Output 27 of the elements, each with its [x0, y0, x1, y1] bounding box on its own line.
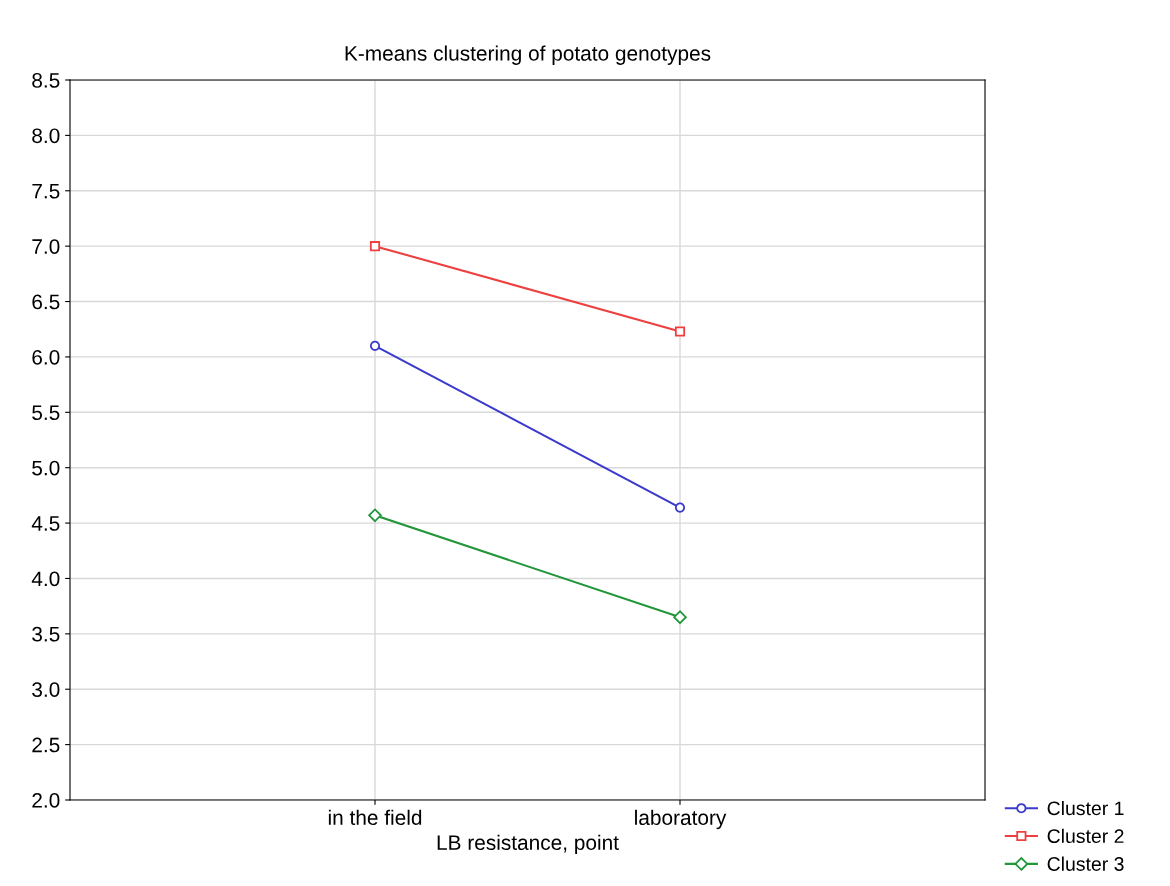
x-tick-label: laboratory	[635, 809, 727, 830]
point	[368, 508, 382, 523]
legend-label: Cluster 1	[1047, 800, 1124, 816]
y-tick-label: 8.0	[32, 128, 60, 144]
chart-title: K-means clustering of potato genotypes	[345, 45, 711, 65]
y-tick-label: 6.0	[32, 349, 60, 365]
y-tick-label: 3.5	[32, 626, 60, 642]
y-tick-label: 7.5	[32, 183, 60, 199]
y-tick-label: 7.0	[32, 239, 60, 254]
y-tick-label: 5.0	[32, 460, 60, 476]
legend-label: Cluster 2	[1047, 828, 1124, 844]
y-tick-label: 8.5	[32, 73, 60, 88]
point	[369, 241, 381, 252]
legend-label: Cluster 3	[1047, 856, 1124, 871]
y-tick-label: 4.5	[31, 516, 60, 531]
point	[674, 326, 686, 337]
y-tick-label: 3.0	[32, 682, 60, 697]
y-tick-label: 2.0	[32, 793, 60, 808]
y-tick-label: 6.5	[32, 294, 60, 310]
y-tick-label: 4.0	[31, 571, 60, 587]
point	[674, 502, 686, 513]
x-tick-label: in the field	[328, 809, 422, 826]
point	[673, 610, 687, 625]
x-axis-title: LB resistance, point	[437, 834, 619, 855]
point	[369, 340, 381, 351]
y-tick-label: 2.5	[32, 737, 60, 753]
y-tick-label: 5.5	[32, 405, 60, 421]
